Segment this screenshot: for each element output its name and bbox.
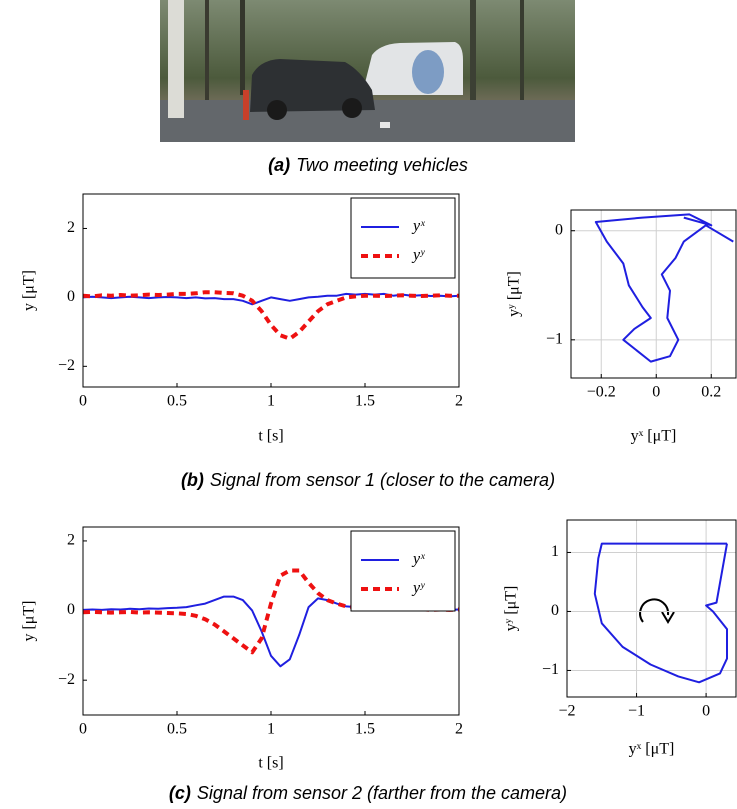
photo <box>160 0 575 142</box>
y-tick-label: 1 <box>551 543 559 560</box>
caption: (a) Two meeting vehicles <box>268 155 468 175</box>
plot-frame <box>82 193 460 388</box>
legend-label: yʸ <box>411 580 425 597</box>
x-axis-label: yˣ [μT] <box>631 428 677 445</box>
x-axis-label: yˣ [μT] <box>629 741 675 758</box>
x-tick-label: −0.2 <box>587 384 616 401</box>
y-tick-label: −1 <box>542 661 559 678</box>
y-axis-label: y [μT] <box>21 270 38 311</box>
y-tick-label: 0 <box>555 221 563 238</box>
x-tick-label: 0 <box>79 393 87 410</box>
y-tick-label: −2 <box>58 671 75 688</box>
caption-label: (b) <box>181 470 204 490</box>
series-line <box>82 568 460 655</box>
x-tick-label: 2 <box>455 721 463 738</box>
legend-box <box>350 530 456 612</box>
caption-label: (c) <box>169 783 191 803</box>
series-line <box>594 213 734 363</box>
x-tick-label: 0.5 <box>167 721 187 738</box>
y-tick-label: −1 <box>546 330 563 347</box>
plot-frame <box>566 519 737 698</box>
series-line <box>82 290 459 341</box>
x-tick-label: 0 <box>702 703 710 720</box>
y-axis-label: yʸ [μT] <box>506 271 523 317</box>
legend-box <box>350 197 456 279</box>
caption: (b) Signal from sensor 1 (closer to the c… <box>181 470 555 490</box>
series-line <box>82 292 460 306</box>
x-tick-label: 0.2 <box>701 384 721 401</box>
caption-text: Signal from sensor 2 (farther from the c… <box>197 783 567 803</box>
x-axis-label: t [s] <box>258 428 283 445</box>
y-axis-label: yʸ [μT] <box>503 586 520 632</box>
x-tick-label: 1 <box>267 393 275 410</box>
y-tick-label: 0 <box>551 602 559 619</box>
y-tick-label: 0 <box>67 288 75 305</box>
x-tick-label: 1.5 <box>355 393 375 410</box>
x-tick-label: −2 <box>558 703 575 720</box>
x-tick-label: 1 <box>267 721 275 738</box>
series-line <box>593 542 728 684</box>
x-tick-label: 0 <box>652 384 660 401</box>
caption-label: (a) <box>268 155 290 175</box>
caption: (c) Signal from sensor 2 (farther from th… <box>169 783 567 803</box>
x-axis-label: t [s] <box>258 755 283 772</box>
legend-label: yˣ <box>411 218 425 235</box>
x-tick-label: 0 <box>79 721 87 738</box>
caption-text: Two meeting vehicles <box>296 155 468 175</box>
legend-label: yˣ <box>411 551 425 568</box>
y-tick-label: 2 <box>67 219 75 236</box>
y-tick-label: −2 <box>58 357 75 374</box>
plot-frame <box>570 209 737 379</box>
x-tick-label: 2 <box>455 393 463 410</box>
plot-frame <box>82 526 460 716</box>
y-tick-label: 2 <box>67 532 75 549</box>
y-axis-label: y [μT] <box>21 600 38 641</box>
x-tick-label: 1.5 <box>355 721 375 738</box>
x-tick-label: −1 <box>628 703 645 720</box>
rotation-arrow <box>639 598 675 624</box>
x-tick-label: 0.5 <box>167 393 187 410</box>
y-tick-label: 0 <box>67 601 75 618</box>
caption-text: Signal from sensor 1 (closer to the came… <box>210 470 555 490</box>
legend-label: yʸ <box>411 247 425 264</box>
